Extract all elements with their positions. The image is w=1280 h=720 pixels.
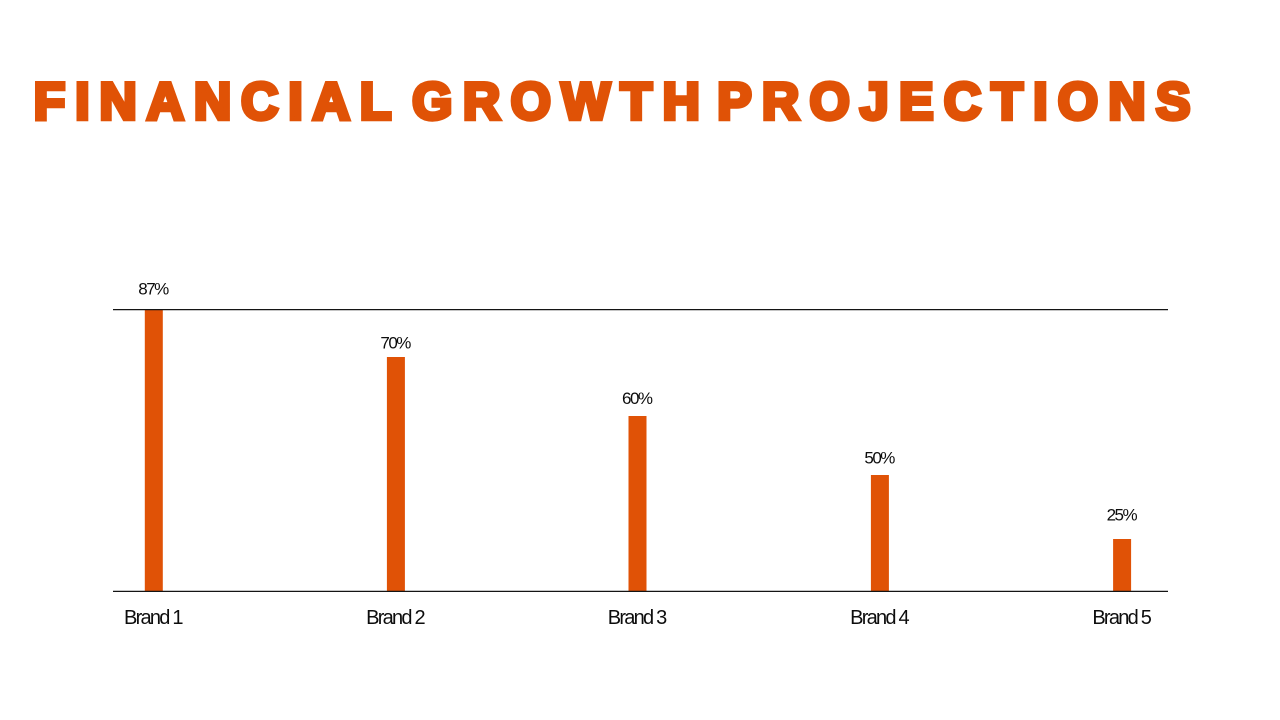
svg-text:Brand 4: Brand 4: [850, 607, 910, 629]
svg-text:Brand 5: Brand 5: [1092, 607, 1152, 629]
svg-text:Brand 2: Brand 2: [366, 607, 426, 629]
svg-text:70%: 70%: [380, 333, 411, 352]
svg-text:87%: 87%: [138, 280, 169, 299]
svg-text:GROWTH: GROWTH: [412, 72, 700, 130]
svg-text:50%: 50%: [864, 448, 895, 467]
svg-text:Brand 3: Brand 3: [608, 607, 668, 629]
svg-text:Brand 1: Brand 1: [124, 607, 184, 629]
svg-text:PROJECTIONS: PROJECTIONS: [717, 72, 1190, 130]
svg-text:FINANCIAL: FINANCIAL: [34, 72, 392, 130]
svg-text:60%: 60%: [622, 389, 653, 408]
svg-text:25%: 25%: [1107, 505, 1138, 524]
